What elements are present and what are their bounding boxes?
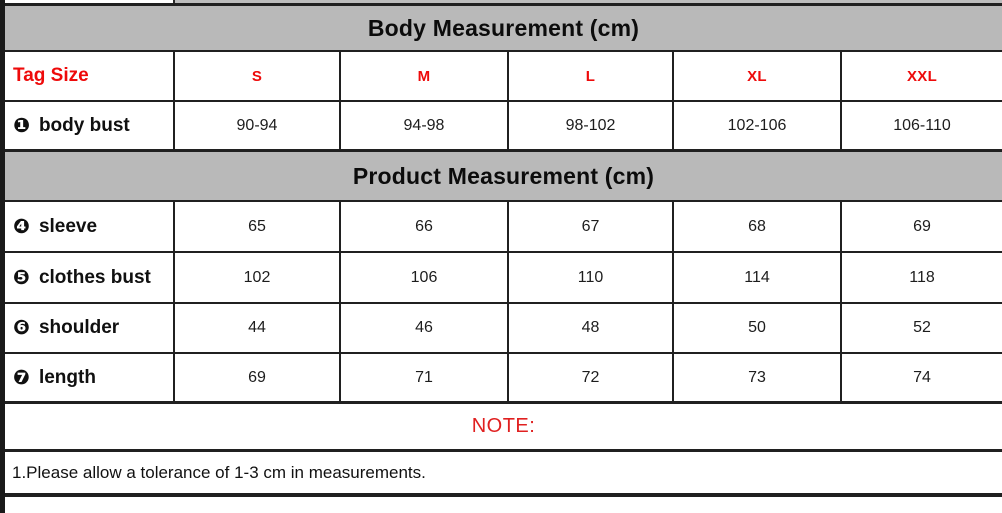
table-top-border bbox=[5, 3, 1002, 6]
cell-value: 106 bbox=[339, 253, 507, 302]
cell-value: 44 bbox=[173, 304, 339, 352]
circled-5-icon: ❺ bbox=[13, 266, 30, 289]
size-col-xl: XL bbox=[672, 52, 840, 100]
cell-value: 48 bbox=[507, 304, 672, 352]
cell-value: 102 bbox=[173, 253, 339, 302]
circled-7-icon: ❼ bbox=[13, 366, 30, 389]
cell-value: 65 bbox=[173, 202, 339, 251]
table-row-sleeve: ❹ sleeve 65 66 67 68 69 bbox=[5, 202, 1002, 253]
table-row-length: ❼ length 69 71 72 73 74 bbox=[5, 354, 1002, 404]
row-label: ❶ body bust bbox=[5, 102, 173, 149]
size-col-m: M bbox=[339, 52, 507, 100]
cell-value: 73 bbox=[672, 354, 840, 401]
row-label-text: clothes bust bbox=[38, 266, 151, 288]
tag-size-cell: Tag Size bbox=[13, 65, 89, 86]
row-label: ❹ sleeve bbox=[5, 202, 173, 251]
size-col-l: L bbox=[507, 52, 672, 100]
cell-value: 114 bbox=[672, 253, 840, 302]
cell-value: 66 bbox=[339, 202, 507, 251]
size-chart-table: Body Measurement (cm) Tag Size S M L XL … bbox=[5, 0, 1002, 497]
table-row-shoulder: ❻ shoulder 44 46 48 50 52 bbox=[5, 304, 1002, 354]
cell-value: 50 bbox=[672, 304, 840, 352]
cell-value: 110 bbox=[507, 253, 672, 302]
body-measurement-header: Body Measurement (cm) bbox=[5, 6, 1002, 52]
cell-value: 90-94 bbox=[173, 102, 339, 149]
cropped-cell-left bbox=[5, 0, 173, 3]
row-label: ❺ clothes bust bbox=[5, 253, 173, 302]
cell-value: 106-110 bbox=[840, 102, 1002, 149]
section-title-product: Product Measurement (cm) bbox=[352, 162, 655, 189]
size-col-xxl: XXL bbox=[840, 52, 1002, 100]
product-measurement-header: Product Measurement (cm) bbox=[5, 152, 1002, 202]
row-label-text: sleeve bbox=[38, 215, 98, 237]
tolerance-note: 1.Please allow a tolerance of 1-3 cm in … bbox=[12, 462, 426, 482]
row-label: ❼ length bbox=[5, 354, 173, 401]
cell-value: 118 bbox=[840, 253, 1002, 302]
size-header-row: Tag Size S M L XL XXL bbox=[5, 52, 1002, 102]
cell-value: 94-98 bbox=[339, 102, 507, 149]
cropped-cell-right bbox=[173, 0, 1002, 3]
circled-1-icon: ❶ bbox=[13, 114, 30, 137]
note-line-row: 1.Please allow a tolerance of 1-3 cm in … bbox=[5, 452, 1002, 497]
circled-6-icon: ❻ bbox=[13, 317, 30, 339]
cell-value: 74 bbox=[840, 354, 1002, 401]
note-header-row: NOTE: bbox=[5, 404, 1002, 452]
cell-value: 72 bbox=[507, 354, 672, 401]
cell-value: 69 bbox=[840, 202, 1002, 251]
cell-value: 102-106 bbox=[672, 102, 840, 149]
cell-value: 67 bbox=[507, 202, 672, 251]
cropped-row-remnant bbox=[5, 0, 1002, 3]
section-title-body: Body Measurement (cm) bbox=[367, 14, 640, 41]
row-label: ❻ shoulder bbox=[5, 304, 173, 352]
left-edge-bar bbox=[0, 0, 5, 513]
cell-value: 71 bbox=[339, 354, 507, 401]
size-col-s: S bbox=[173, 52, 339, 100]
table-row-body-bust: ❶ body bust 90-94 94-98 98-102 102-106 1… bbox=[5, 102, 1002, 152]
cell-value: 46 bbox=[339, 304, 507, 352]
table-row-clothes-bust: ❺ clothes bust 102 106 110 114 118 bbox=[5, 253, 1002, 304]
cell-value: 52 bbox=[840, 304, 1002, 352]
cell-value: 69 bbox=[173, 354, 339, 401]
cell-value: 98-102 bbox=[507, 102, 672, 149]
cell-value: 68 bbox=[672, 202, 840, 251]
note-title: NOTE: bbox=[471, 415, 536, 437]
row-label-text: body bust bbox=[38, 114, 130, 136]
circled-4-icon: ❹ bbox=[13, 215, 30, 238]
row-label-text: shoulder bbox=[38, 317, 120, 338]
row-label-text: length bbox=[38, 366, 96, 388]
